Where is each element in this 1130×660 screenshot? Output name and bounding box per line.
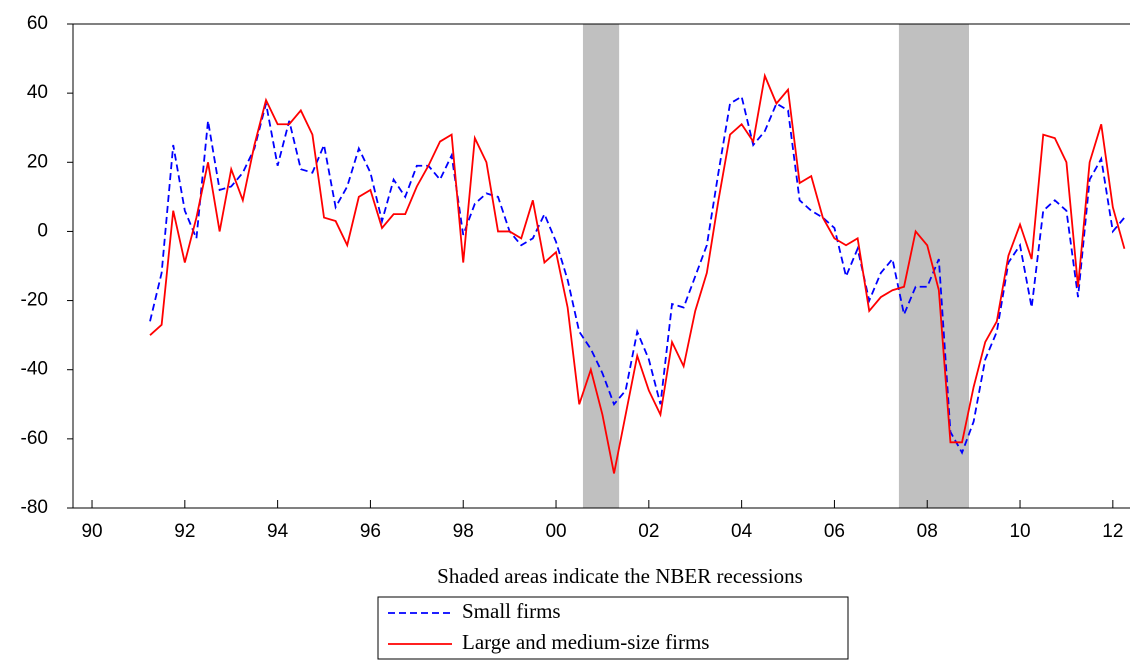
y-tick-label: 20: [27, 151, 48, 172]
y-tick-label: -80: [21, 497, 48, 518]
y-tick-label: 40: [27, 82, 48, 103]
x-tick-label: 06: [824, 521, 845, 542]
series-line: [149, 95, 1126, 455]
recession-band: [582, 24, 620, 508]
x-tick-label: 08: [917, 521, 938, 542]
x-tick-label: 94: [267, 521, 289, 542]
recession-band: [898, 24, 969, 508]
x-tick-label: 92: [174, 521, 195, 542]
y-tick-label: -60: [21, 428, 48, 449]
caption: Shaded areas indicate the NBER recession…: [437, 564, 803, 588]
y-tick-label: -20: [21, 290, 48, 311]
x-tick-label: 00: [545, 521, 566, 542]
y-tick-label: -40: [21, 359, 48, 380]
x-tick-label: 90: [81, 521, 102, 542]
x-tick-label: 10: [1009, 521, 1030, 542]
y-tick-label: 0: [37, 220, 48, 241]
series-line: [149, 72, 1126, 474]
x-tick-label: 98: [453, 521, 474, 542]
y-tick-label: 60: [27, 13, 48, 34]
legend-label: Large and medium-size firms: [462, 630, 709, 654]
x-tick-label: 12: [1102, 521, 1123, 542]
legend-label: Small firms: [462, 599, 561, 623]
x-tick-label: 02: [638, 521, 659, 542]
x-tick-label: 04: [731, 521, 753, 542]
legend-box: [377, 596, 849, 660]
x-tick-label: 96: [360, 521, 381, 542]
